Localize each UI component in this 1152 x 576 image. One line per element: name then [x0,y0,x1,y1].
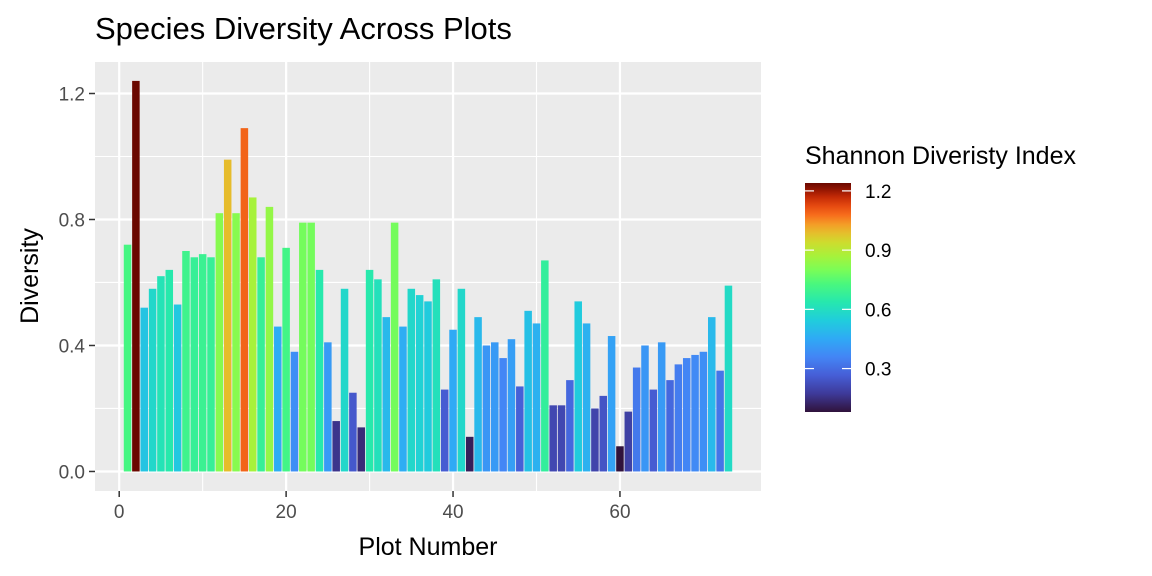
bar [265,206,274,472]
bar [357,427,365,472]
bar [349,392,357,472]
bar [390,222,399,472]
bar [123,244,132,472]
bar [424,301,432,472]
bar [140,307,148,472]
bar [240,128,249,472]
y-tick-label: 0.0 [59,462,85,483]
legend-break-label: 1.2 [865,182,891,203]
legend-title: Shannon Diveristy Index [805,142,1076,170]
bar [365,269,374,472]
bar [691,354,699,472]
bar [248,197,257,472]
bar [374,279,382,472]
y-axis-title: Diversity [16,228,44,324]
bar [148,288,157,472]
bar [415,295,424,472]
y-tick-label: 1.2 [59,84,85,105]
x-tick-label: 60 [609,502,630,523]
bar [340,288,349,472]
bar [207,257,215,472]
bar [465,436,474,472]
bar [532,323,541,472]
bar [716,370,724,472]
x-axis-title: Plot Number [359,533,498,561]
x-tick-label: 20 [276,502,297,523]
bar [382,317,391,472]
x-tick-label: 40 [442,502,463,523]
bar [332,421,340,472]
bar [474,317,482,472]
bar [132,80,140,472]
legend-break-label: 0.9 [865,241,891,262]
bar [232,213,240,472]
bar [516,386,524,472]
legend-colorbar [805,183,851,412]
bar [198,254,207,472]
bar [491,342,499,472]
bar [607,336,616,472]
bar [524,310,532,472]
bar [324,342,332,472]
bar [307,222,315,472]
y-tick-label: 0.8 [59,210,85,231]
bar [457,288,466,472]
bar [557,405,566,472]
bar [724,285,733,472]
bar [399,326,407,472]
bar [449,329,457,472]
bar [566,380,574,472]
bar [440,389,449,472]
bar [432,279,441,472]
bar [599,395,608,472]
bar [499,358,507,472]
bar [157,276,165,472]
bar [624,411,633,472]
bar [190,257,199,472]
bar [541,260,549,472]
bar [591,408,599,472]
bar [173,304,182,472]
bar [574,301,582,472]
chart-title: Species Diversity Across Plots [95,11,512,46]
bar [274,326,282,472]
legend: Shannon Diveristy Index 1.2 0.9 0.6 0.3 [805,142,1076,412]
bar [290,351,299,472]
bar [507,339,516,472]
bar [682,358,691,472]
bar [582,323,591,472]
bar [666,380,674,472]
bar [699,351,708,472]
bar [182,250,190,472]
axes: 0.0 0.4 0.8 1.2 0 20 40 60 [59,84,631,523]
bar [299,222,307,472]
bar [482,345,491,472]
x-tick-label: 0 [114,502,125,523]
legend-break-label: 0.6 [865,300,891,321]
legend-break-label: 0.3 [865,360,891,381]
bar [549,405,557,472]
bar [282,247,290,472]
bar [674,364,683,472]
bar [708,317,716,472]
bar [407,288,416,472]
bar [632,367,641,472]
bar [315,269,324,472]
bar [657,342,666,472]
bar [215,213,224,472]
y-tick-label: 0.4 [59,336,86,357]
bar [641,345,649,472]
bar [257,257,265,472]
bar [223,159,232,472]
legend-ticks: 1.2 0.9 0.6 0.3 [805,182,891,381]
bar [616,446,624,472]
bars [123,80,733,472]
bar [649,389,658,472]
bar [165,269,174,472]
